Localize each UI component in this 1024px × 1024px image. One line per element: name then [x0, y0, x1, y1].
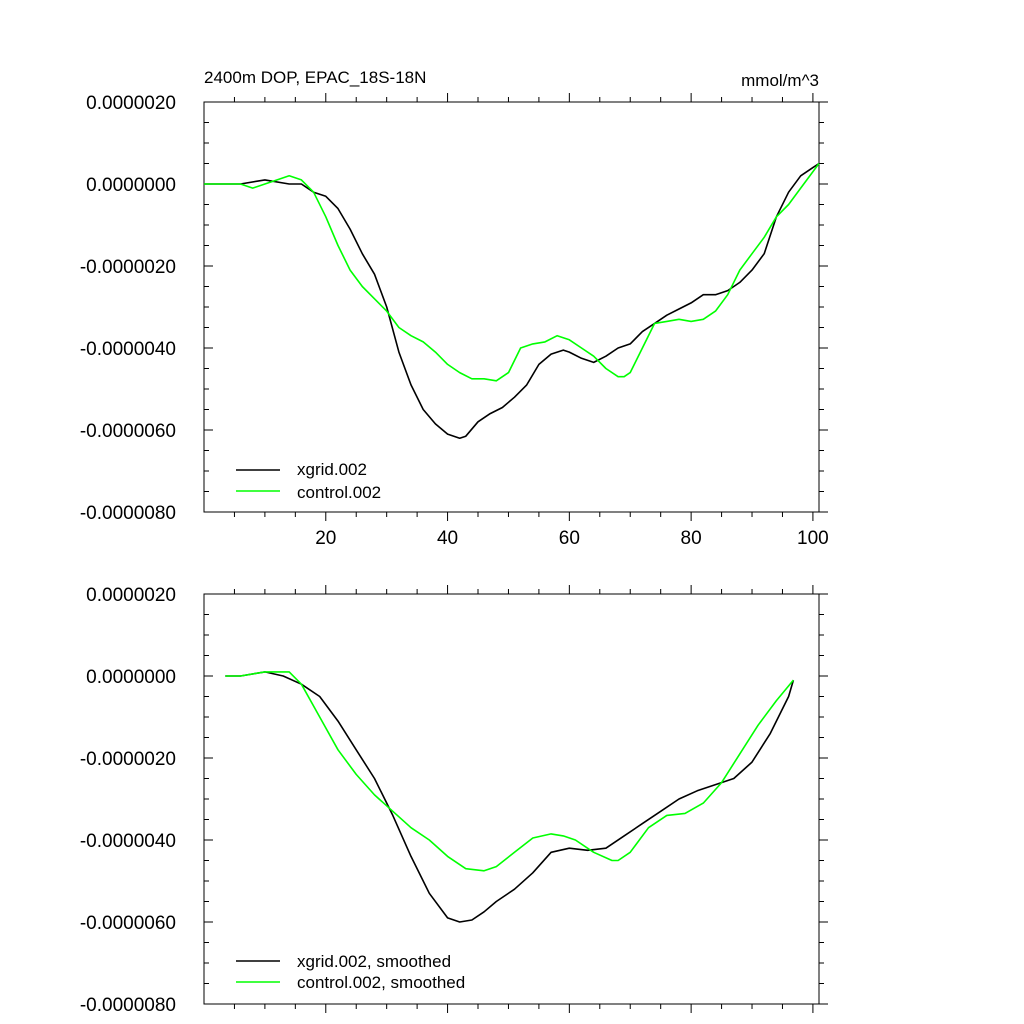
- bottom-panel: 0.0000020 0.0000000 -0.0000020 -0.0000040 -0…: [80, 585, 828, 1016]
- y-tick-label: -0.0000040: [80, 831, 176, 852]
- x-tick-labels-top: 20 40 60 80 100: [315, 528, 829, 549]
- series-line-xgrid: [225, 671, 795, 923]
- y-tick-label: 0.0000000: [86, 667, 176, 688]
- series-line-control: [225, 671, 795, 872]
- series-line-control: [204, 163, 820, 382]
- y-tick-label: -0.0000040: [80, 339, 176, 360]
- top-panel: 2400m DOP, EPAC_18S-18N mmol/m^3 0.00000…: [80, 68, 829, 549]
- units-label: mmol/m^3: [741, 71, 819, 90]
- y-tick-label: 0.0000020: [86, 585, 176, 606]
- plot-frame-bottom: [203, 593, 820, 1005]
- x-tick-label: 100: [797, 528, 829, 549]
- y-tick-label: -0.0000080: [80, 995, 176, 1016]
- x-tick-label: 80: [681, 528, 702, 549]
- legend-label-control: control.002: [297, 483, 381, 502]
- y-tick-label: 0.0000000: [86, 175, 176, 196]
- y-tick-labels-bottom: 0.0000020 0.0000000 -0.0000020 -0.0000040 -0…: [80, 585, 176, 1016]
- legend-label-xgrid: xgrid.002: [297, 460, 367, 479]
- legend-label-xgrid-smoothed: xgrid.002, smoothed: [297, 952, 451, 971]
- x-tick-label: 60: [559, 528, 580, 549]
- ticks-top: [204, 93, 828, 521]
- chart-title: 2400m DOP, EPAC_18S-18N: [204, 68, 426, 87]
- legend-label-control-smoothed: control.002, smoothed: [297, 973, 465, 992]
- ticks-bottom: [204, 585, 828, 1013]
- y-tick-label: -0.0000020: [80, 257, 176, 278]
- x-tick-label: 20: [315, 528, 336, 549]
- y-tick-label: -0.0000060: [80, 913, 176, 934]
- y-tick-labels-top: 0.0000020 0.0000000 -0.0000020 -0.0000040 -0…: [80, 93, 176, 524]
- x-tick-label: 40: [437, 528, 458, 549]
- y-tick-label: -0.0000060: [80, 421, 176, 442]
- y-tick-label: -0.0000080: [80, 503, 176, 524]
- series-lines-top: [204, 162, 820, 440]
- legend-bottom: xgrid.002, smoothed control.002, smoothe…: [236, 952, 465, 992]
- plot-frame-top: [203, 101, 820, 513]
- y-tick-label: 0.0000020: [86, 93, 176, 114]
- legend-top: xgrid.002 control.002: [236, 460, 381, 502]
- series-lines-bottom: [225, 671, 795, 923]
- y-tick-label: -0.0000020: [80, 749, 176, 770]
- series-line-xgrid: [204, 162, 820, 440]
